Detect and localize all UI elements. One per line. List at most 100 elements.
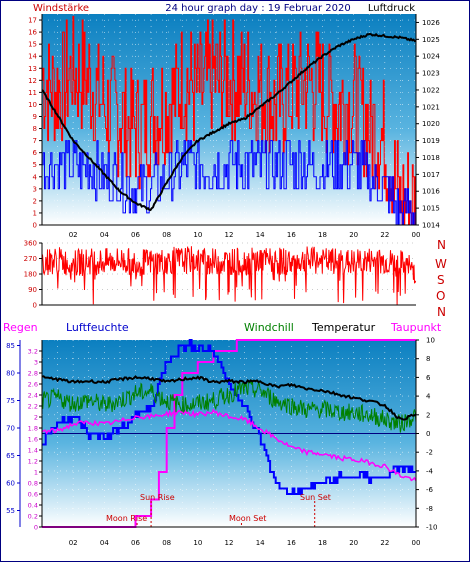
top-hour-label: 12: [225, 231, 234, 239]
compass-n-bottom: N: [437, 305, 446, 319]
humidity-tick-label: 65: [6, 452, 15, 460]
rain-tick-label: 1: [34, 469, 38, 477]
pressure-tick-label: 1025: [422, 36, 440, 44]
wind-tick-label: 8: [33, 125, 37, 133]
temperature-tick-label: 6: [426, 374, 431, 382]
moon-rise-label: Moon Rise: [106, 514, 147, 523]
humidity-tick-label: 70: [6, 425, 15, 433]
wind-axis-title: Windstärke: [33, 3, 89, 14]
rain-tick-label: 2.4: [28, 392, 38, 400]
wind-tick-label: 14: [28, 53, 37, 61]
pressure-tick-label: 1016: [422, 188, 440, 196]
rain-tick-label: 1.2: [28, 458, 38, 466]
direction-tick-label: 270: [24, 255, 37, 263]
wind-tick-label: 7: [33, 137, 37, 145]
compass-s: S: [437, 273, 445, 287]
temperature-tick-label: -10: [426, 524, 437, 532]
pressure-tick-label: 1015: [422, 205, 440, 213]
bottom-hour-label: 18: [318, 539, 327, 547]
sun-rise-label: Sun Rise: [140, 493, 175, 502]
rain-line: [42, 339, 416, 528]
rain-tick-label: 3: [34, 359, 38, 367]
compass-w: W: [435, 257, 447, 271]
sun-set-label: Sun Set: [300, 493, 331, 502]
astro-layer: Moon Rise Sun Rise Moon Set Sun Set: [106, 493, 331, 523]
pressure-tick-label: 1026: [422, 19, 440, 27]
windchill-line: [41, 378, 417, 433]
pressure-tick-label: 1024: [422, 53, 440, 61]
humidity-line: [42, 339, 416, 495]
humidity-tick-label: 60: [6, 480, 15, 488]
rain-tick-label: 2: [34, 414, 38, 422]
bottom-hour-label: 22: [380, 539, 389, 547]
bottom-hour-label: 06: [131, 539, 140, 547]
humidity-tick-label: 75: [6, 397, 15, 405]
temperature-tick-label: 4: [426, 393, 431, 401]
pressure-tick-label: 1014: [422, 222, 440, 230]
pressure-tick-label: 1023: [422, 70, 440, 78]
bottom-hour-label: 02: [69, 539, 78, 547]
rain-tick-label: 0.6: [28, 491, 38, 499]
temperature-line: [41, 375, 417, 421]
series-layer: [41, 15, 417, 528]
bottom-hour-label: 14: [256, 539, 265, 547]
rain-tick-label: 2.6: [28, 381, 38, 389]
wind-tick-label: 13: [28, 65, 37, 73]
wind-direction-line: [41, 246, 417, 305]
temperature-tick-label: 2: [426, 411, 430, 419]
wind-tick-label: 11: [28, 89, 37, 97]
wind-tick-label: 15: [28, 41, 37, 49]
wind-tick-label: 10: [28, 101, 37, 109]
rain-tick-label: 0.8: [28, 480, 38, 488]
compass-o: O: [436, 289, 445, 303]
compass-n-top: N: [437, 238, 446, 252]
top-hour-label: 20: [349, 231, 358, 239]
temperature-tick-label: 8: [426, 355, 430, 363]
moon-set-label: Moon Set: [229, 514, 266, 523]
chart-title: 24 hour graph day : 19 Februar 2020: [165, 3, 350, 14]
top-hour-label: 18: [318, 231, 327, 239]
pressure-line: [41, 32, 417, 212]
pressure-tick-label: 1021: [422, 103, 440, 111]
dewpoint-legend-label: Taupunkt: [390, 321, 442, 334]
bottom-hour-label: 20: [349, 539, 358, 547]
pressure-tick-label: 1017: [422, 171, 440, 179]
pressure-tick-label: 1022: [422, 86, 440, 94]
direction-tick-label: 360: [24, 240, 37, 248]
wind-tick-label: 2: [33, 197, 37, 205]
wind-tick-label: 1: [33, 209, 37, 217]
direction-tick-label: 180: [24, 271, 37, 279]
wind-tick-label: 16: [28, 29, 37, 37]
direction-tick-label: 90: [28, 286, 37, 294]
top-hour-label: 10: [193, 231, 202, 239]
bottom-hour-label: 08: [162, 539, 171, 547]
rain-legend-label: Regen: [3, 321, 38, 334]
wind-average-line: [42, 140, 416, 226]
rain-tick-label: 3.2: [28, 348, 38, 356]
wind-tick-label: 9: [33, 113, 37, 121]
temperature-tick-label: -8: [426, 505, 433, 513]
wind-tick-label: 3: [33, 185, 37, 193]
bottom-hour-label: 16: [287, 539, 296, 547]
rain-tick-label: 0.4: [28, 502, 38, 510]
axis-layer: 0123456789101112131415161710141015101610…: [6, 14, 440, 547]
pressure-tick-label: 1019: [422, 137, 440, 145]
rain-tick-label: 1.6: [28, 436, 38, 444]
bottom-hour-label: 10: [193, 539, 202, 547]
direction-tick-label: 0: [33, 302, 37, 310]
wind-tick-label: 12: [28, 77, 37, 85]
wind-tick-label: 17: [28, 17, 37, 25]
rain-tick-label: 1.8: [28, 425, 38, 433]
top-hour-label: 02: [69, 231, 78, 239]
dewpoint-line: [41, 408, 417, 482]
temperature-tick-label: -4: [426, 467, 434, 475]
rain-tick-label: 1.4: [28, 447, 38, 455]
temperature-legend-label: Temperatur: [311, 321, 376, 334]
rain-tick-label: 2.8: [28, 370, 38, 378]
wind-tick-label: 4: [33, 173, 38, 181]
rain-tick-label: 0: [34, 524, 38, 532]
bottom-hour-label: 04: [100, 539, 109, 547]
bottom-hour-label: 12: [225, 539, 234, 547]
